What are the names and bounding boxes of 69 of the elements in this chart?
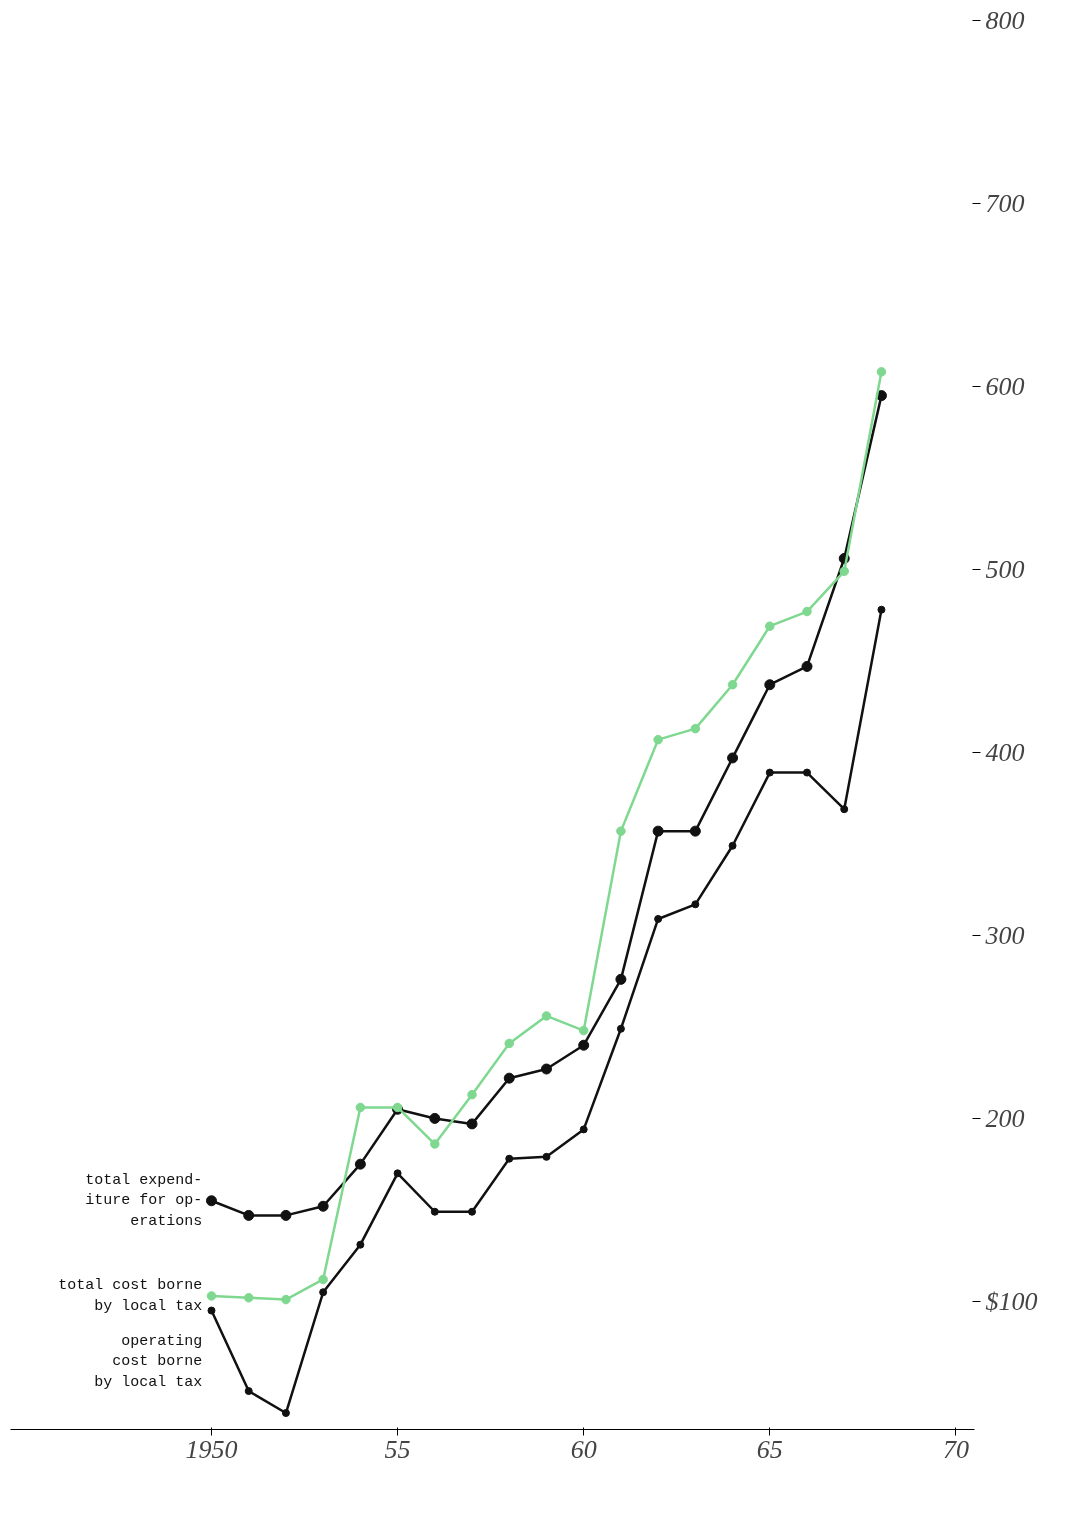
point <box>356 1240 365 1249</box>
point <box>540 1063 552 1075</box>
point <box>466 1118 478 1130</box>
y-tick-label: 400 <box>985 737 1025 767</box>
y-tick-label: 800 <box>985 6 1025 35</box>
point <box>207 1306 216 1315</box>
series-label: operating cost borne by local tax <box>94 1332 203 1391</box>
point <box>579 1125 588 1134</box>
point <box>281 1409 290 1418</box>
point <box>690 723 701 734</box>
series-label: total cost borne by local tax <box>58 1277 203 1315</box>
point <box>541 1011 552 1021</box>
point <box>691 900 700 909</box>
point <box>803 768 812 777</box>
point <box>653 734 663 745</box>
point <box>728 841 737 850</box>
point <box>467 1089 477 1100</box>
point <box>430 1207 439 1216</box>
point <box>764 679 776 691</box>
x-tick-label: 60 <box>570 1434 597 1464</box>
point <box>280 1209 292 1221</box>
point <box>578 1025 589 1036</box>
point <box>206 1291 217 1301</box>
point <box>615 973 627 985</box>
point <box>578 1039 590 1051</box>
point <box>244 1387 253 1396</box>
series-label: total expend- iture for op- erations <box>85 1171 203 1230</box>
x-tick-label: 70 <box>942 1434 969 1464</box>
point <box>802 606 812 617</box>
point <box>652 825 664 837</box>
point <box>654 914 663 923</box>
y-tick-label: 700 <box>985 188 1025 218</box>
y-tick-label: 500 <box>985 554 1025 584</box>
point <box>765 621 775 631</box>
point <box>616 1024 625 1033</box>
point <box>542 1152 551 1161</box>
point <box>243 1293 254 1303</box>
point <box>765 768 774 777</box>
point <box>840 805 849 814</box>
x-tick-label: 55 <box>384 1434 411 1464</box>
point <box>318 1274 328 1285</box>
point <box>281 1294 291 1305</box>
y-tick-label: $100 <box>985 1286 1038 1316</box>
y-tick-label: 300 <box>984 920 1025 950</box>
point <box>727 680 738 690</box>
point <box>429 1112 441 1124</box>
x-tick-label: 65 <box>756 1434 783 1464</box>
y-tick-label: 200 <box>985 1103 1025 1133</box>
x-tick-label: 1950 <box>185 1434 238 1464</box>
point <box>801 660 813 672</box>
point <box>504 1038 514 1049</box>
point <box>876 367 887 377</box>
point <box>468 1207 477 1216</box>
point <box>689 825 701 837</box>
point <box>503 1072 515 1084</box>
point <box>616 826 626 836</box>
y-tick-label: 600 <box>985 371 1025 401</box>
point <box>355 1102 366 1113</box>
point <box>839 566 849 577</box>
point <box>319 1288 328 1297</box>
point <box>727 752 739 764</box>
point <box>393 1169 402 1178</box>
point <box>317 1200 329 1212</box>
point <box>877 605 886 614</box>
point <box>354 1158 366 1170</box>
point <box>505 1154 514 1163</box>
point <box>243 1209 255 1221</box>
point <box>205 1195 217 1207</box>
point <box>430 1139 440 1149</box>
